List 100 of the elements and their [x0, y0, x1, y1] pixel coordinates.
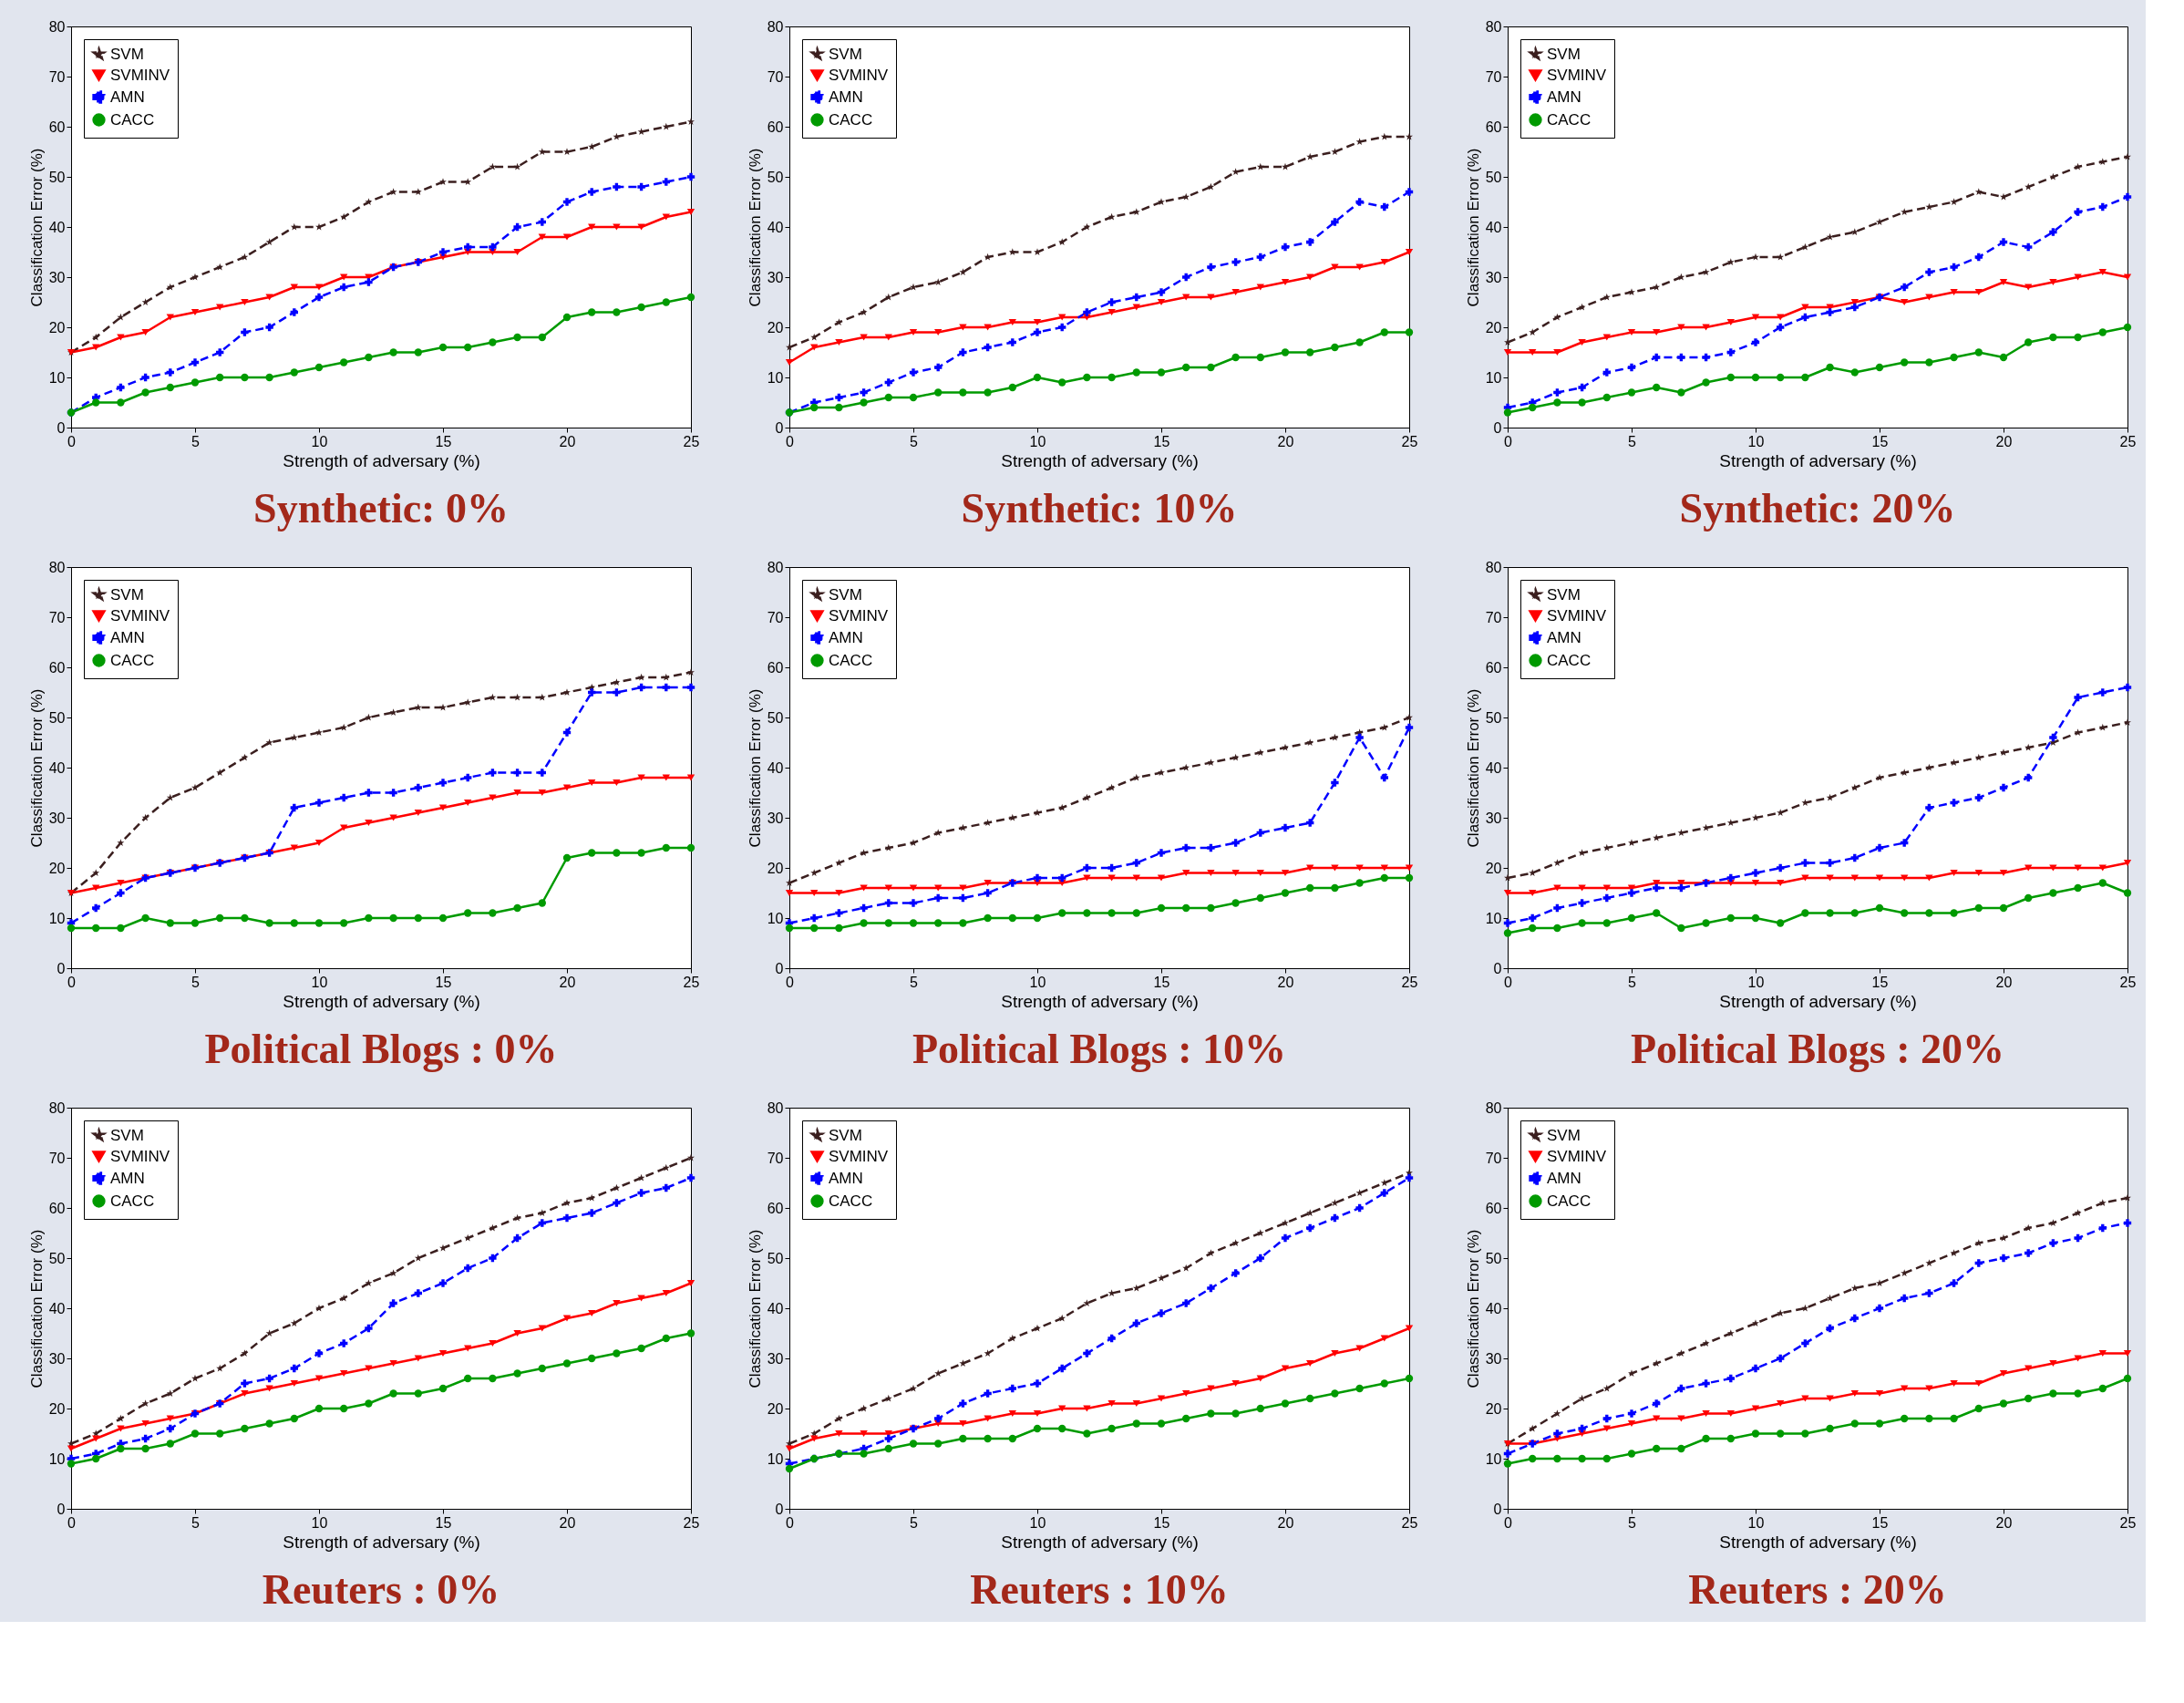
- legend-label: AMN: [1547, 88, 1581, 106]
- legend-label: SVMINV: [829, 1147, 889, 1165]
- y-tick-label: 30: [767, 1350, 784, 1367]
- x-tick-label: 25: [1401, 1514, 1418, 1531]
- x-tick-label: 0: [67, 433, 77, 449]
- y-axis-title: Classification Error (%): [746, 1229, 764, 1388]
- legend-label: AMN: [829, 1169, 863, 1187]
- y-tick-label: 60: [48, 119, 66, 135]
- y-axis-title: Classification Error (%): [27, 1229, 46, 1388]
- y-tick-label: 20: [1485, 860, 1502, 876]
- x-tick-label: 0: [67, 974, 77, 990]
- y-axis-title: Classification Error (%): [1464, 688, 1482, 848]
- y-tick-label: 80: [1485, 1099, 1502, 1116]
- legend-label: CACC: [1547, 651, 1592, 669]
- text: Reuters : 20%: [1688, 1566, 1947, 1613]
- x-tick-label: 20: [1277, 974, 1294, 990]
- legend-label: AMN: [110, 628, 145, 646]
- y-tick-label: 80: [1485, 559, 1502, 575]
- x-axis-title: Strength of adversary (%): [1719, 450, 1917, 470]
- y-tick-label: 30: [48, 810, 66, 826]
- y-tick-label: 80: [48, 559, 66, 575]
- x-axis-title: Strength of adversary (%): [283, 450, 480, 470]
- y-tick-label: 70: [767, 68, 784, 85]
- x-tick-label: 15: [435, 974, 452, 990]
- y-axis-title: Classification Error (%): [746, 148, 764, 307]
- x-tick-label: 15: [435, 433, 452, 449]
- x-axis-title: Strength of adversary (%): [283, 1532, 480, 1552]
- y-tick-label: 70: [767, 609, 784, 625]
- x-tick-label: 5: [910, 433, 919, 449]
- x-tick-label: 15: [1871, 1514, 1889, 1531]
- x-tick-label: 5: [191, 1514, 201, 1531]
- y-tick-label: 80: [767, 18, 784, 35]
- x-tick-label: 10: [1029, 1514, 1046, 1531]
- y-tick-label: 10: [767, 369, 784, 386]
- y-tick-label: 30: [1485, 810, 1502, 826]
- y-tick-label: 50: [1485, 709, 1502, 726]
- x-tick-label: 5: [191, 433, 201, 449]
- legend-label: SVM: [110, 45, 144, 63]
- x-axis-title: Strength of adversary (%): [1001, 991, 1199, 1011]
- x-tick-label: 20: [1995, 1514, 2013, 1531]
- y-axis-title: Classification Error (%): [1464, 1229, 1482, 1388]
- y-tick-label: 50: [48, 1250, 66, 1266]
- x-tick-label: 25: [2119, 1514, 2137, 1531]
- y-tick-label: 70: [767, 1150, 784, 1166]
- x-tick-label: 20: [1277, 433, 1294, 449]
- y-tick-label: 0: [57, 1501, 66, 1517]
- y-tick-label: 20: [48, 1400, 66, 1417]
- y-tick-label: 40: [1485, 219, 1502, 235]
- x-tick-label: 5: [1628, 433, 1637, 449]
- legend-label: AMN: [110, 1169, 145, 1187]
- legend-label: AMN: [1547, 1169, 1581, 1187]
- legend-label: CACC: [110, 651, 155, 669]
- x-tick-label: 0: [786, 1514, 795, 1531]
- y-tick-label: 80: [767, 559, 784, 575]
- y-tick-label: 10: [1485, 1450, 1502, 1467]
- y-tick-label: 30: [1485, 1350, 1502, 1367]
- y-axis-title: Classification Error (%): [27, 148, 46, 307]
- legend-label: SVMINV: [1547, 606, 1607, 624]
- y-tick-label: 30: [767, 269, 784, 285]
- legend-label: CACC: [829, 651, 873, 669]
- x-tick-label: 5: [1628, 974, 1637, 990]
- x-tick-label: 15: [1153, 433, 1170, 449]
- x-tick-label: 0: [1504, 1514, 1513, 1531]
- legend-label: SVMINV: [110, 606, 170, 624]
- y-tick-label: 40: [767, 1300, 784, 1316]
- x-tick-label: 5: [191, 974, 201, 990]
- x-axis-title: Strength of adversary (%): [1719, 991, 1917, 1011]
- y-tick-label: 80: [48, 18, 66, 35]
- x-tick-label: 15: [1871, 974, 1889, 990]
- y-tick-label: 10: [48, 369, 66, 386]
- x-tick-label: 0: [786, 433, 795, 449]
- legend-label: SVM: [1547, 585, 1581, 604]
- y-tick-label: 10: [1485, 910, 1502, 926]
- x-tick-label: 0: [1504, 433, 1513, 449]
- legend-label: CACC: [829, 1192, 873, 1210]
- legend-label: SVM: [829, 1126, 862, 1144]
- y-tick-label: 40: [1485, 1300, 1502, 1316]
- legend-label: SVMINV: [110, 1147, 170, 1165]
- y-tick-label: 20: [767, 860, 784, 876]
- y-tick-label: 50: [1485, 169, 1502, 185]
- text: Political Blogs : 0%: [204, 1026, 558, 1072]
- legend-label: CACC: [1547, 110, 1592, 129]
- y-tick-label: 50: [767, 169, 784, 185]
- y-tick-label: 70: [48, 609, 66, 625]
- x-tick-label: 15: [1153, 1514, 1170, 1531]
- legend-label: SVM: [1547, 1126, 1581, 1144]
- y-axis-title: Classification Error (%): [27, 688, 46, 848]
- y-tick-label: 60: [1485, 119, 1502, 135]
- legend-label: SVM: [829, 585, 862, 604]
- x-tick-label: 10: [1747, 974, 1765, 990]
- y-tick-label: 0: [1493, 960, 1502, 976]
- legend-label: AMN: [829, 88, 863, 106]
- y-tick-label: 60: [48, 659, 66, 676]
- y-tick-label: 10: [767, 910, 784, 926]
- y-tick-label: 70: [48, 1150, 66, 1166]
- x-tick-label: 25: [683, 974, 700, 990]
- x-tick-label: 0: [1504, 974, 1513, 990]
- x-tick-label: 5: [910, 1514, 919, 1531]
- legend-label: CACC: [1547, 1192, 1592, 1210]
- x-tick-label: 15: [1871, 433, 1889, 449]
